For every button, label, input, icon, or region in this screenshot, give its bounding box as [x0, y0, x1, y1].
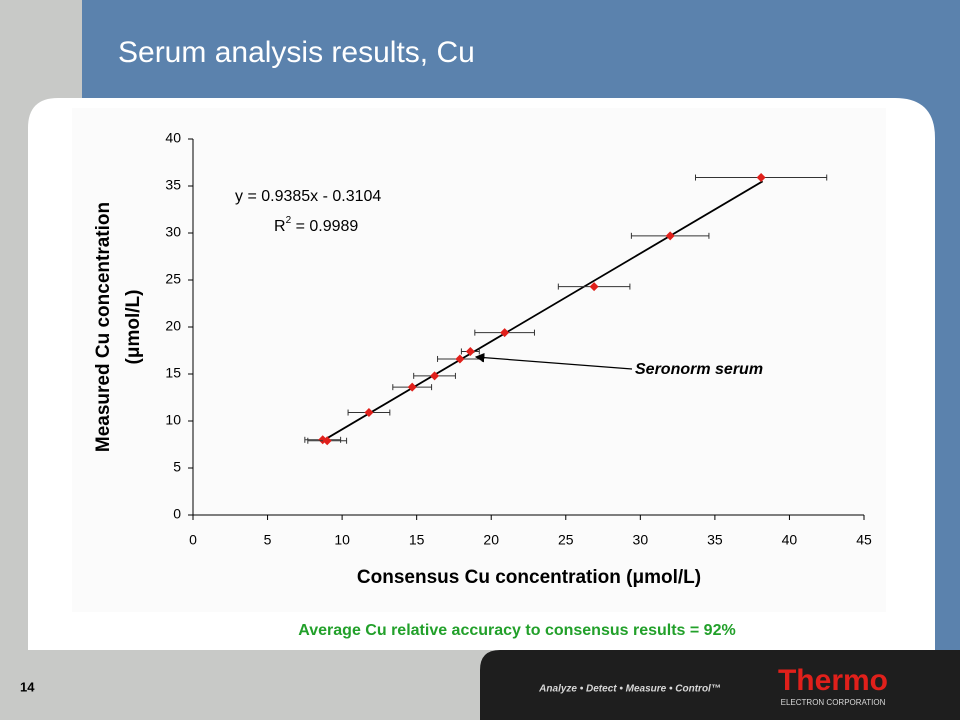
- r-squared-rest: = 0.9989: [291, 218, 358, 235]
- y-tick-label: 30: [165, 224, 181, 240]
- r-squared: R2 = 0.9989: [274, 215, 358, 236]
- footer-band: [480, 650, 960, 720]
- y-axis-label: Measured Cu concentration (μmol/L): [93, 202, 144, 452]
- logo-subtitle: ELECTRON CORPORATION: [781, 698, 886, 707]
- point: [430, 371, 440, 381]
- trendline: [320, 180, 764, 443]
- y-axis-label-line: Measured Cu concentration: [93, 202, 114, 452]
- x-tick-label: 25: [558, 532, 574, 548]
- x-tick-label: 45: [856, 532, 872, 548]
- annotation: Seronorm serum: [635, 361, 763, 378]
- y-axis-label-line: (μmol/L): [123, 290, 144, 365]
- point: [589, 282, 599, 292]
- x-tick-label: 30: [633, 532, 649, 548]
- r-squared-sup: 2: [286, 215, 292, 226]
- equation: y = 0.9385x - 0.3104: [235, 188, 381, 205]
- x-axis-label: Consensus Cu concentration (μmol/L): [357, 567, 701, 588]
- y-tick-label: 5: [173, 459, 181, 475]
- annotation-arrow: [474, 352, 633, 370]
- slide-title: Serum analysis results, Cu: [118, 36, 475, 69]
- point: [465, 346, 475, 356]
- y-tick-label: 25: [165, 271, 181, 287]
- y-tick-label: 35: [165, 177, 181, 193]
- x-tick-label: 0: [189, 532, 197, 548]
- point: [756, 173, 766, 183]
- tagline: Analyze • Detect • Measure • Control™: [538, 684, 721, 695]
- logo: Thermo: [778, 664, 888, 697]
- footnote: Average Cu relative accuracy to consensu…: [298, 622, 735, 639]
- y-tick-label: 0: [173, 506, 181, 522]
- x-tick-label: 15: [409, 532, 425, 548]
- point: [364, 408, 374, 418]
- x-tick-label: 10: [334, 532, 350, 548]
- y-tick-label: 20: [165, 318, 181, 334]
- x-tick-label: 40: [782, 532, 798, 548]
- y-tick-label: 15: [165, 365, 181, 381]
- y-tick-label: 40: [165, 130, 181, 146]
- x-tick-label: 5: [264, 532, 272, 548]
- point: [665, 231, 675, 241]
- x-tick-label: 35: [707, 532, 723, 548]
- x-tick-label: 20: [483, 532, 499, 548]
- r-squared-base: R: [274, 218, 286, 235]
- chart: 0 5 10 15 20 25 30 35 40 0 5 10 15 20 25 30 35 40 45: [165, 130, 872, 548]
- point: [322, 436, 332, 446]
- slide-number: 14: [20, 679, 35, 694]
- y-tick-label: 10: [165, 412, 181, 428]
- point: [500, 328, 510, 338]
- point: [407, 382, 417, 392]
- point: [455, 354, 465, 364]
